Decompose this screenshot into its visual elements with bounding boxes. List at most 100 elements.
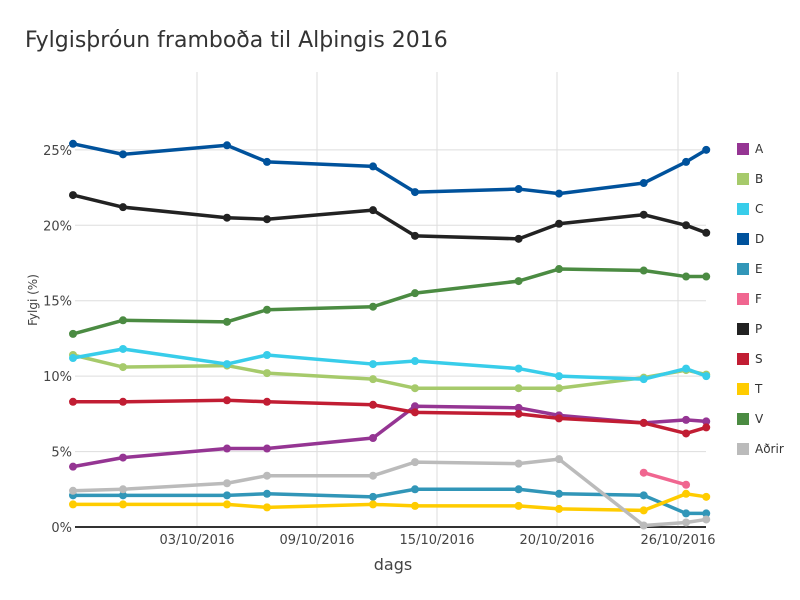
data-point <box>223 360 231 369</box>
data-point <box>639 418 648 427</box>
legend-swatch <box>737 323 749 335</box>
data-point <box>411 501 419 510</box>
y-tick-label: 15% <box>43 295 72 310</box>
y-tick-label: 0% <box>51 521 72 536</box>
data-point <box>555 455 564 464</box>
data-point <box>263 369 271 378</box>
data-point <box>69 486 77 495</box>
data-point <box>69 397 77 406</box>
data-point <box>263 397 271 406</box>
x-tick-label: 26/10/2016 <box>641 533 716 548</box>
series-line <box>643 471 687 487</box>
x-tick-label: 09/10/2016 <box>280 533 355 548</box>
data-point <box>682 415 691 424</box>
data-point <box>119 397 127 406</box>
legend-swatch <box>737 443 749 455</box>
data-point <box>411 458 419 467</box>
x-axis-label: dags <box>374 555 412 574</box>
data-point <box>555 384 564 393</box>
legend-label: F <box>755 292 762 306</box>
data-point <box>555 504 564 513</box>
data-point <box>514 459 523 468</box>
data-point <box>223 479 231 488</box>
data-point <box>702 509 711 518</box>
data-point <box>369 206 377 215</box>
series-line <box>72 267 707 336</box>
data-point <box>639 179 648 188</box>
series-A <box>69 402 711 471</box>
data-point <box>119 203 127 212</box>
y-axis-label: Fylgi (%) <box>26 274 40 326</box>
data-point <box>119 150 127 159</box>
legend-item: S <box>737 352 763 366</box>
series-line <box>73 398 707 436</box>
data-point <box>411 384 419 393</box>
data-point <box>639 468 648 477</box>
data-point <box>702 423 711 432</box>
legend-item: C <box>737 202 763 216</box>
data-point <box>682 489 691 498</box>
legend-swatch <box>737 203 749 215</box>
legend-label: T <box>754 382 763 396</box>
data-point <box>369 302 377 311</box>
data-point <box>223 444 231 453</box>
series-line <box>72 404 707 469</box>
data-point <box>555 414 564 423</box>
series-F <box>639 468 691 489</box>
legend-label: S <box>755 352 763 366</box>
y-tick-label: 5% <box>51 446 72 461</box>
data-point <box>369 360 377 369</box>
data-point <box>682 221 691 230</box>
series-C <box>69 344 711 384</box>
data-point <box>119 500 127 509</box>
data-point <box>682 364 691 373</box>
data-point <box>555 372 564 381</box>
x-tick-label: 03/10/2016 <box>160 533 235 548</box>
data-point <box>119 316 127 325</box>
legend-item: V <box>737 412 764 426</box>
legend-label: B <box>755 172 763 186</box>
legend-item: D <box>737 232 764 246</box>
series-S <box>69 396 711 438</box>
data-point <box>639 210 648 219</box>
legend-item: B <box>737 172 763 186</box>
data-point <box>682 157 691 166</box>
data-point <box>263 489 271 498</box>
legend-swatch <box>737 293 749 305</box>
series-line <box>72 353 707 390</box>
series-line <box>72 142 708 196</box>
data-point <box>639 375 648 384</box>
legend-item: T <box>737 382 763 396</box>
y-tick-label: 10% <box>43 370 72 385</box>
data-point <box>639 506 648 515</box>
legend-label: Aðrir <box>755 442 784 456</box>
data-point <box>555 489 564 498</box>
series-line <box>72 347 707 381</box>
data-point <box>702 372 711 381</box>
data-point <box>369 471 377 480</box>
data-point <box>369 162 377 171</box>
data-point <box>411 408 419 417</box>
y-tick-label: 25% <box>43 144 72 159</box>
data-point <box>411 188 419 197</box>
y-tick-label: 20% <box>43 219 72 234</box>
legend-swatch <box>737 143 749 155</box>
data-point <box>411 231 419 240</box>
data-point <box>263 351 271 360</box>
data-point <box>682 480 691 489</box>
legend-label: E <box>755 262 763 276</box>
series-D <box>69 139 711 198</box>
data-point <box>682 429 691 438</box>
legend-swatch <box>737 173 749 185</box>
data-point <box>223 141 231 150</box>
data-point <box>702 272 711 281</box>
legend-label: C <box>755 202 763 216</box>
series-T <box>69 489 711 515</box>
data-point <box>702 515 711 524</box>
data-point <box>369 492 377 501</box>
legend-swatch <box>737 413 749 425</box>
legend-label: P <box>755 322 762 336</box>
data-point <box>223 491 231 500</box>
data-point <box>69 354 77 363</box>
